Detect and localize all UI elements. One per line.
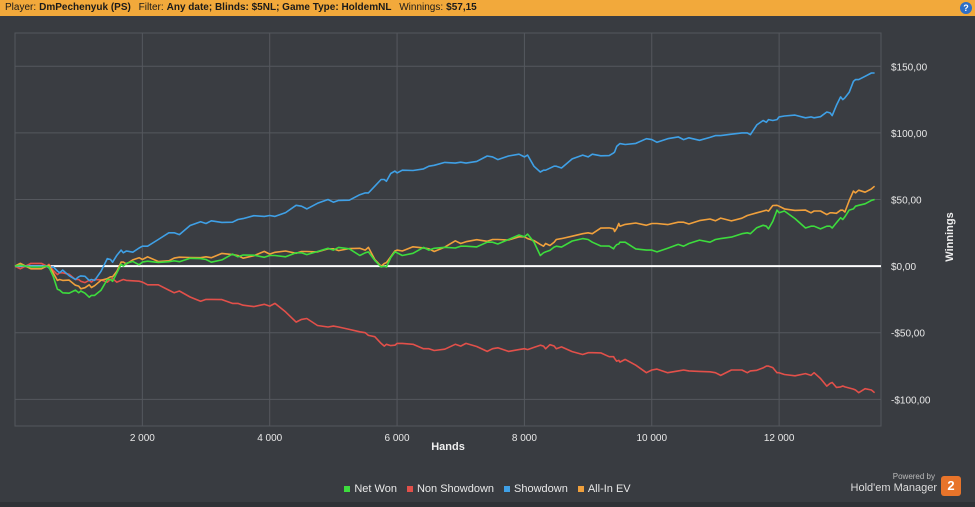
player-value: DmPechenyuk (PS) (39, 2, 131, 13)
x-tick-label: 2 000 (130, 433, 155, 444)
filter-value: Any date; Blinds: $5NL; Game Type: Holde… (166, 2, 392, 13)
legend-label: All-In EV (587, 483, 631, 495)
chart-legend: Net Won Non Showdown Showdown All-In EV (0, 483, 975, 495)
y-tick-label: $50,00 (891, 196, 922, 207)
x-tick-label: 10 000 (636, 433, 667, 444)
player-label: Player: (5, 2, 37, 13)
tick-labels: 2 000 4 000 6 000 8 000 10 000 12 000 $150,00 $… (130, 62, 931, 444)
winnings-value: $57,15 (446, 2, 477, 13)
hm2-logo-icon: 2 (941, 476, 961, 496)
legend-label: Non Showdown (416, 483, 495, 495)
legend-swatch (344, 486, 351, 493)
legend-label: Showdown (514, 483, 568, 495)
legend-item[interactable]: All-In EV (577, 483, 631, 495)
x-tick-label: 8 000 (512, 433, 537, 444)
winnings-graph: 2 000 4 000 6 000 8 000 10 000 12 000 $150,00 $… (14, 32, 956, 453)
legend-item[interactable]: Net Won (344, 483, 397, 495)
legend-swatch (504, 486, 511, 493)
series-line-showdown (15, 72, 875, 282)
powered-by-text: Powered by (892, 472, 935, 481)
y-tick-label: $0,00 (891, 262, 916, 273)
series-line-non-showdown (14, 262, 876, 394)
legend-label: Net Won (354, 483, 397, 495)
filter-label: Filter: (138, 2, 164, 13)
y-tick-label: $150,00 (891, 62, 928, 73)
y-axis-label: Winnings (944, 212, 956, 261)
y-tick-label: -$50,00 (891, 329, 925, 340)
legend-item[interactable]: Showdown (504, 483, 568, 495)
legend-item[interactable]: Non Showdown (406, 483, 495, 495)
filter-header-bar: Player: DmPechenyuk (PS) Filter: Any date;… (0, 0, 975, 16)
legend-swatch (577, 486, 584, 493)
x-tick-label: 4 000 (257, 433, 282, 444)
x-axis-label: Hands (431, 441, 465, 453)
help-icon[interactable]: ? (960, 2, 972, 14)
winnings-label: Winnings: (399, 2, 444, 13)
grid-lines (15, 33, 881, 426)
chart-area: 2 000 4 000 6 000 8 000 10 000 12 000 $150,00 $… (0, 16, 975, 502)
series-layer (14, 72, 876, 394)
legend-swatch (406, 486, 413, 493)
series-line-net-won (14, 198, 875, 298)
series-line-all-in-ev (14, 185, 876, 290)
brand-name: Hold'em Manager (850, 482, 937, 494)
x-tick-label: 12 000 (764, 433, 795, 444)
plot-background (14, 32, 882, 427)
y-tick-label: $100,00 (891, 129, 928, 140)
y-tick-label: -$100,00 (891, 395, 931, 406)
x-tick-label: 6 000 (385, 433, 410, 444)
